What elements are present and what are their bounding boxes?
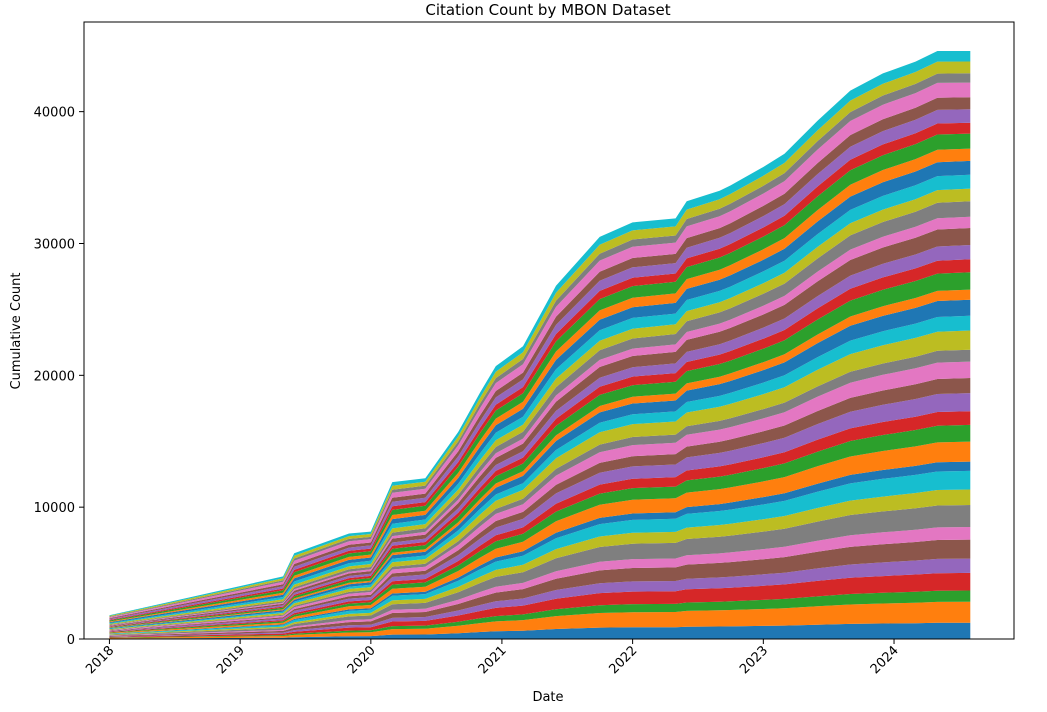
x-tick-label: 2018 — [83, 643, 117, 677]
chart-title: Citation Count by MBON Dataset — [425, 1, 670, 19]
y-tick-label: 40000 — [34, 106, 75, 121]
area-series-31 — [109, 160, 971, 624]
x-tick-label: 2022 — [606, 643, 640, 677]
area-series-23 — [109, 272, 971, 628]
area-series-7 — [109, 527, 971, 636]
area-series-27 — [109, 216, 971, 626]
x-tick-label: 2023 — [737, 643, 771, 677]
area-series-11 — [109, 461, 971, 634]
x-tick-label: 2019 — [214, 643, 248, 677]
area-series-30 — [109, 174, 971, 624]
area-series-24 — [109, 259, 971, 628]
plot-frame — [83, 21, 1015, 640]
y-tick-label: 30000 — [34, 237, 75, 252]
y-axis-label: Cumulative Count — [9, 273, 24, 390]
area-series-17 — [109, 361, 971, 631]
area-series-13 — [109, 424, 971, 633]
y-tick-label: 10000 — [34, 501, 75, 516]
area-series-4 — [109, 572, 971, 638]
area-series-29 — [109, 188, 971, 625]
area-series-8 — [109, 505, 971, 636]
x-tick-label: 2020 — [345, 643, 379, 677]
area-series-25 — [109, 245, 971, 627]
area-series-16 — [109, 378, 971, 632]
area-series-21 — [109, 299, 971, 629]
area-series-2 — [109, 601, 971, 639]
area-series-14 — [109, 411, 971, 633]
x-axis-ticks: 2018 2019 2020 2021 2022 2023 2024 — [83, 639, 902, 677]
area-series-9 — [109, 489, 971, 635]
area-series-26 — [109, 228, 971, 627]
area-series-6 — [109, 539, 971, 637]
x-tick-label: 2021 — [476, 643, 510, 677]
area-series-19 — [109, 330, 971, 630]
area-series-1 — [109, 622, 971, 639]
stacked-areas — [109, 51, 971, 639]
area-series-28 — [109, 201, 971, 626]
x-tick-label: 2024 — [868, 643, 902, 677]
area-series-15 — [109, 393, 971, 632]
area-series-3 — [109, 590, 971, 638]
area-series-12 — [109, 441, 971, 634]
area-series-5 — [109, 558, 971, 637]
area-series-18 — [109, 349, 971, 631]
x-axis-label: Date — [532, 690, 563, 705]
y-tick-label: 20000 — [34, 369, 75, 384]
y-tick-label: 0 — [67, 633, 75, 648]
y-axis-ticks: 0 10000 20000 30000 40000 — [34, 106, 84, 648]
area-series-20 — [109, 315, 971, 630]
area-series-10 — [109, 470, 971, 635]
